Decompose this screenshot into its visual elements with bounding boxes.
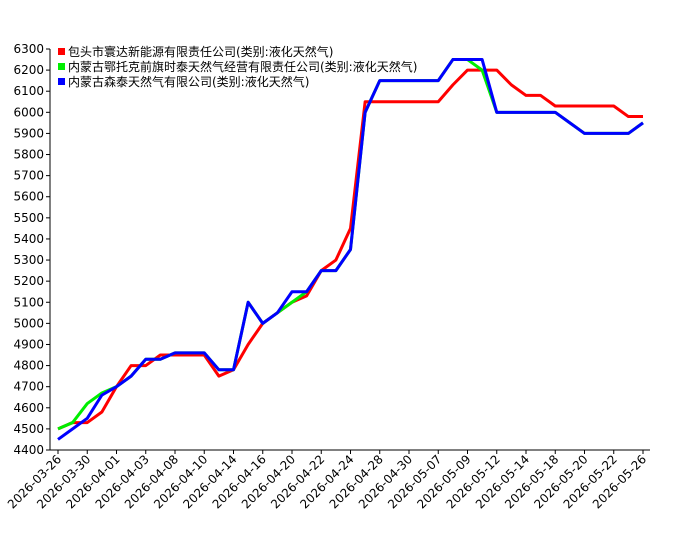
y-tick-label: 5900: [13, 126, 44, 140]
y-tick-label: 4400: [13, 443, 44, 457]
legend-label: 内蒙古鄂托克前旗时泰天然气经营有限责任公司(类别:液化天然气): [68, 59, 417, 74]
y-tick-label: 4700: [13, 380, 44, 394]
y-tick-label: 6000: [13, 105, 44, 119]
y-tick-label: 4900: [13, 337, 44, 351]
y-tick-label: 5500: [13, 211, 44, 225]
y-tick-label: 5600: [13, 190, 44, 204]
legend-label: 包头市寰达新能源有限责任公司(类别:液化天然气): [68, 44, 333, 59]
series-line: [57, 58, 644, 441]
legend-swatch: [58, 78, 65, 85]
y-tick-label: 5800: [13, 148, 44, 162]
y-tick-label: 5700: [13, 169, 44, 183]
y-tick-label: 6100: [13, 84, 44, 98]
legend-swatch: [58, 63, 65, 70]
y-tick-label: 5100: [13, 295, 44, 309]
y-tick-label: 6200: [13, 63, 44, 77]
legend-swatch: [58, 48, 65, 55]
y-tick-label: 5200: [13, 274, 44, 288]
y-tick-label: 6300: [13, 42, 44, 56]
y-tick-label: 4500: [13, 422, 44, 436]
legend-label: 内蒙古森泰天然气有限公司(类别:液化天然气): [68, 74, 309, 89]
y-tick-label: 4800: [13, 359, 44, 373]
y-tick-label: 5000: [13, 316, 44, 330]
y-tick-label: 4600: [13, 401, 44, 415]
y-tick-label: 5300: [13, 253, 44, 267]
y-tick-label: 5400: [13, 232, 44, 246]
